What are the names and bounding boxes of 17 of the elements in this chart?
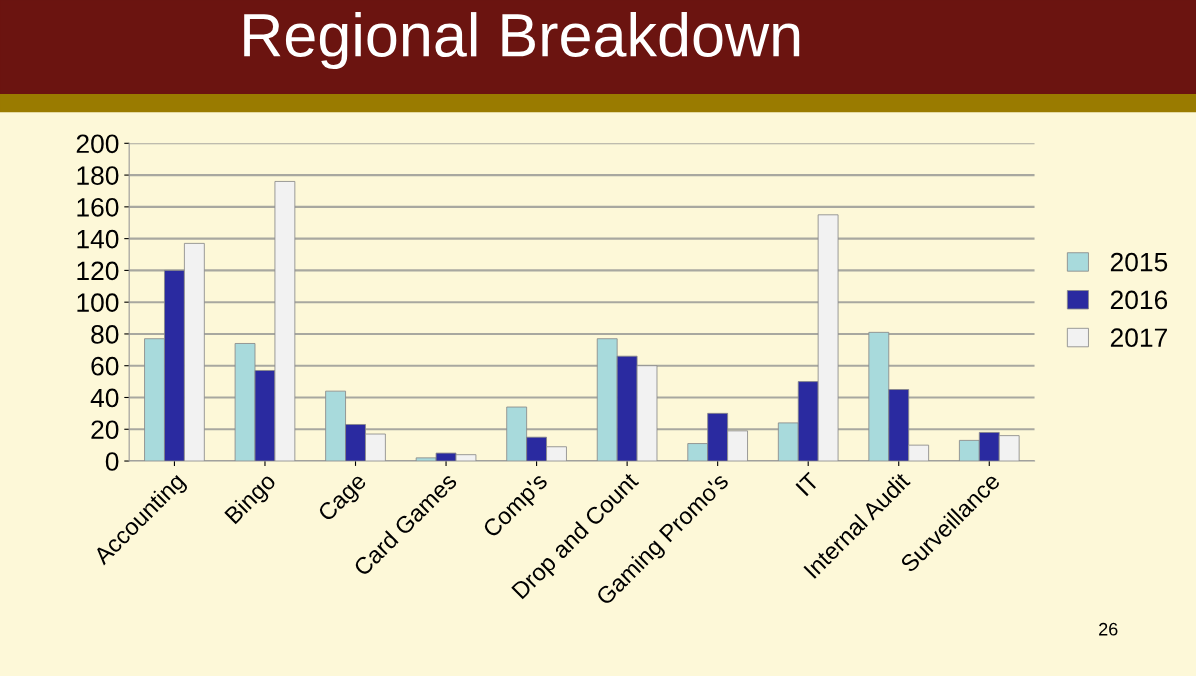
legend-label: 2015: [1110, 252, 1168, 272]
legend-label: 2017: [1110, 328, 1167, 348]
y-tick-label: 80: [91, 325, 119, 344]
y-tick-label: 20: [91, 420, 119, 440]
x-tick-label: IT: [795, 471, 820, 497]
y-tick-label: 100: [77, 293, 119, 312]
y-tick-label: 0: [105, 452, 119, 471]
chart-title: Regional Breakdown: [244, 12, 800, 70]
y-tick-label: 60: [91, 356, 119, 376]
y-tick-label: 180: [77, 166, 119, 185]
text: 26: [1099, 622, 1118, 636]
y-tick-label: 200: [76, 134, 119, 154]
y-tick-label: 140: [77, 229, 119, 249]
y-tick-label: 120: [77, 261, 119, 281]
y-tick-label: 40: [90, 388, 119, 408]
legend-label: 2016: [1110, 290, 1168, 310]
y-tick-label: 160: [77, 197, 119, 217]
